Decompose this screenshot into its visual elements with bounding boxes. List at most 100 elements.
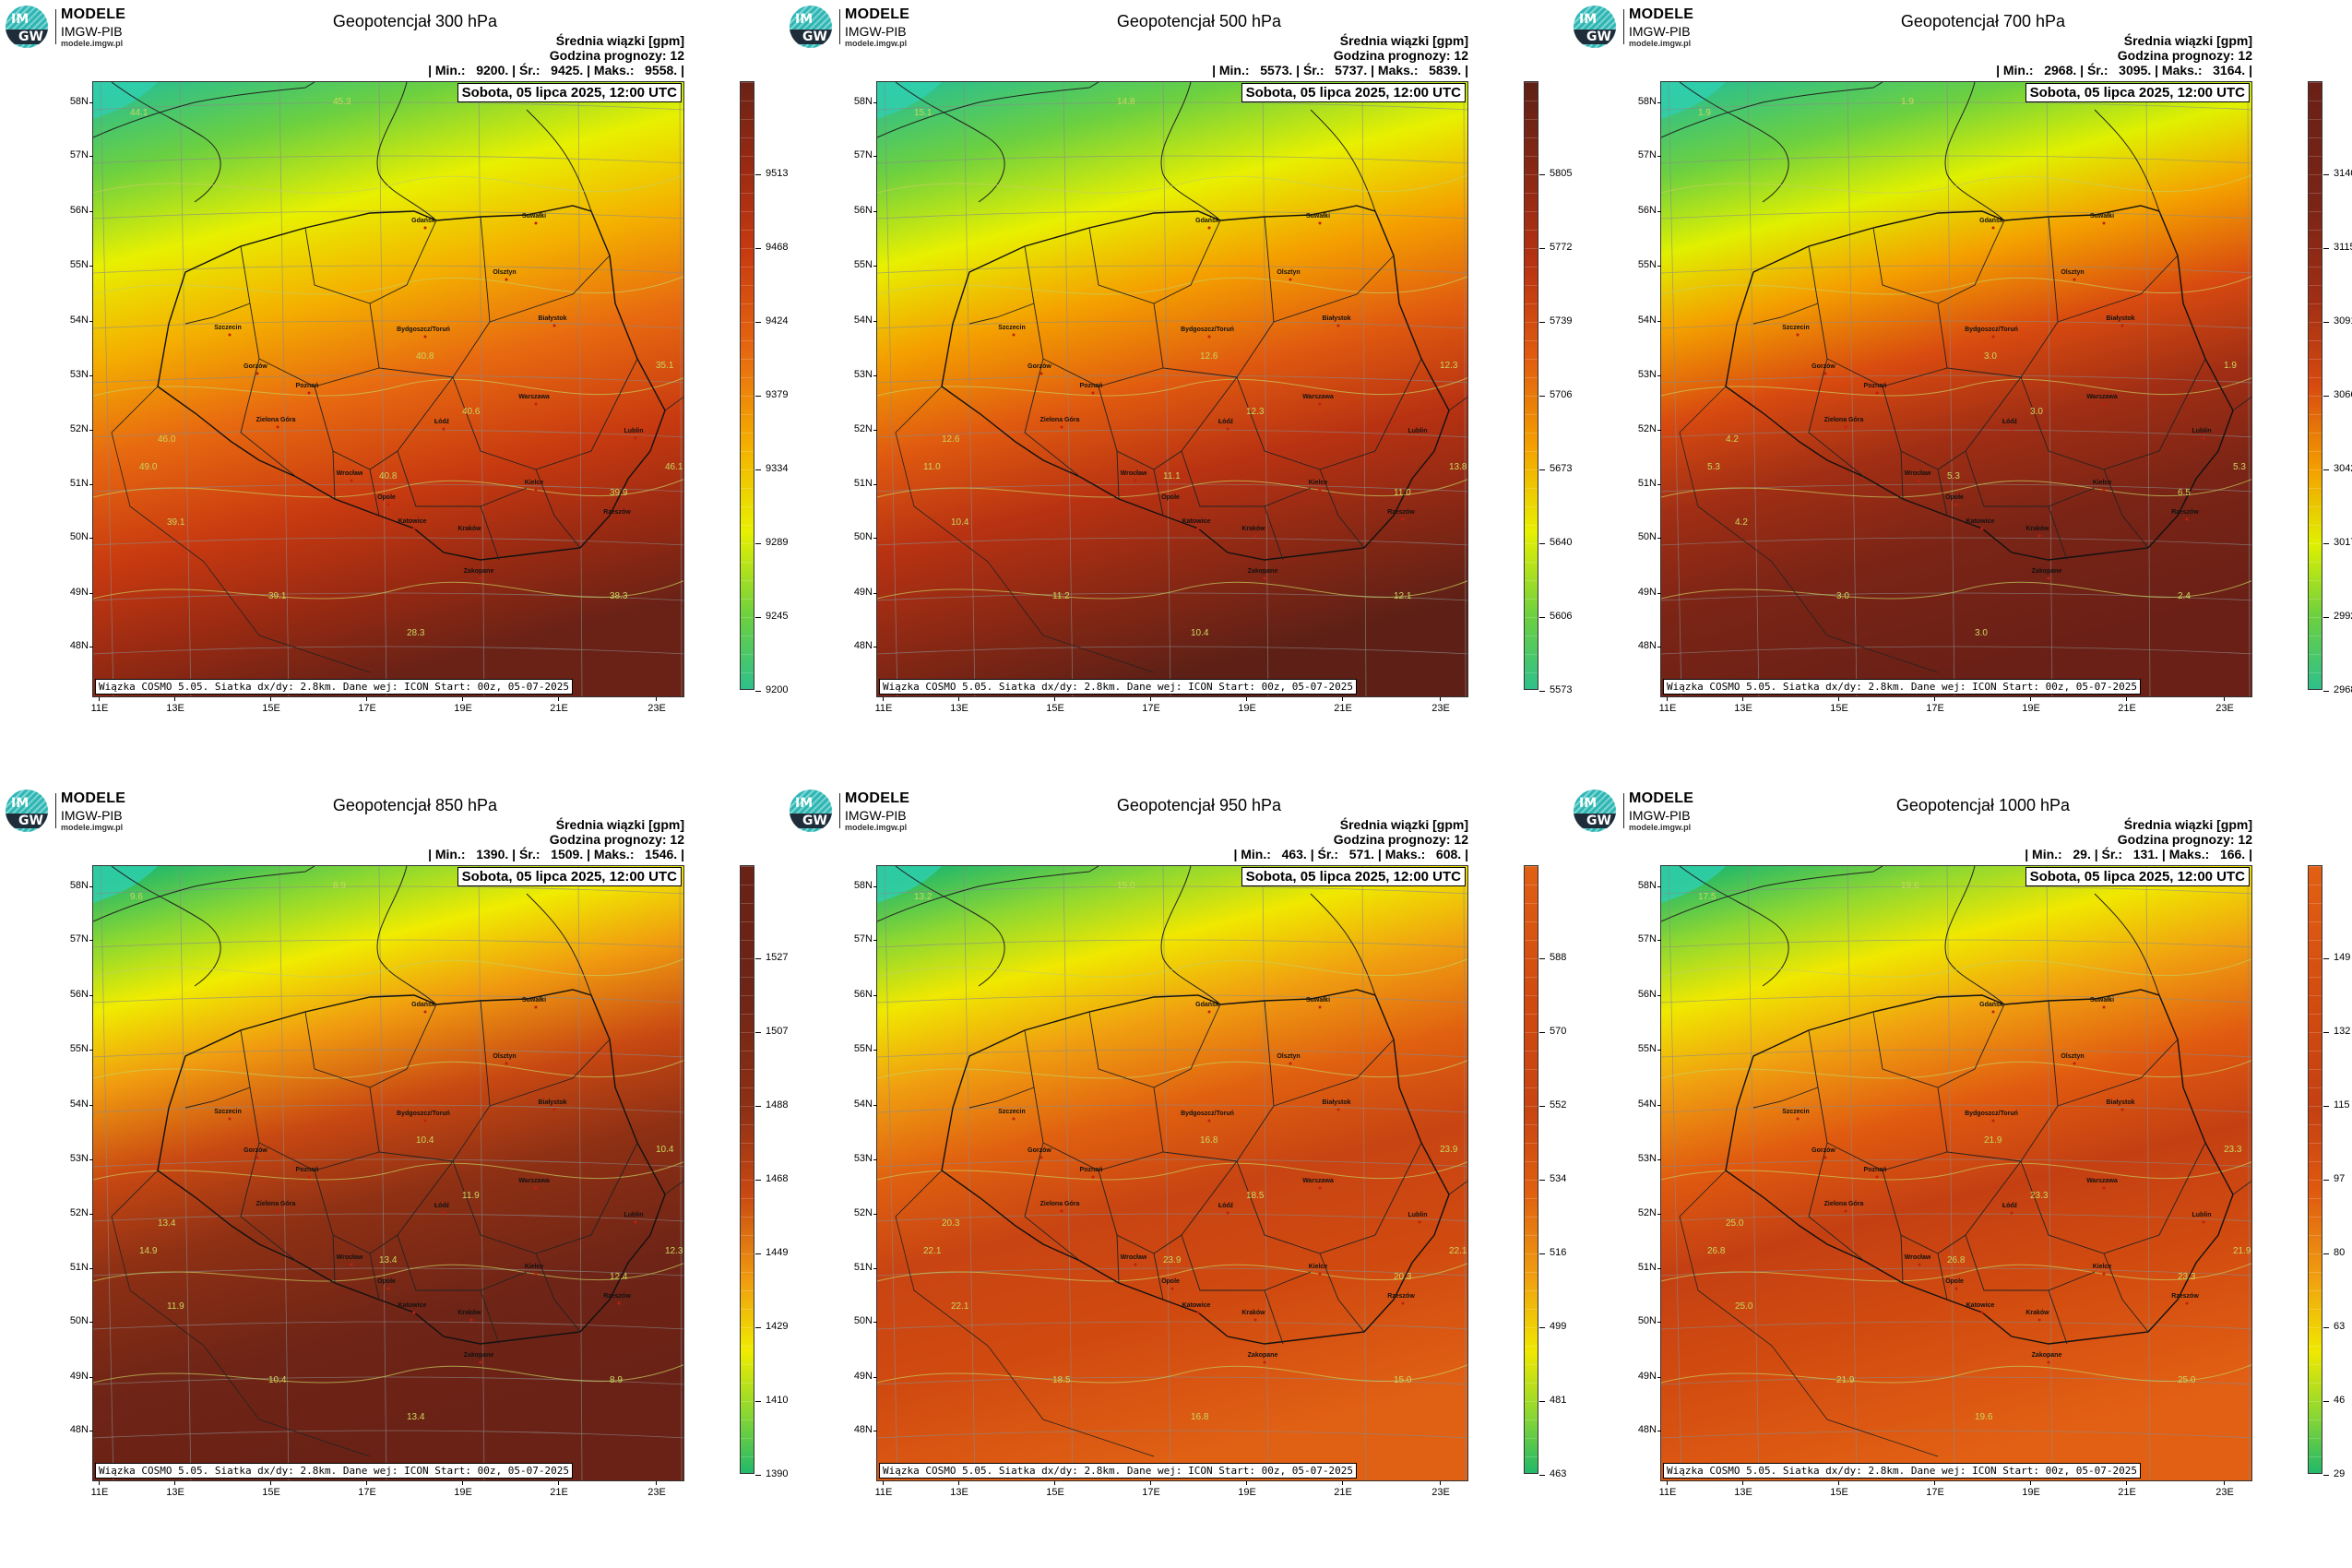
city-marker: [1318, 221, 1322, 225]
valid-time-label: Sobota, 05 lipca 2025, 12:00 UTC: [2025, 867, 2250, 886]
graticule-lon: [1361, 82, 1367, 696]
geopotential-map: Gdańsk Suwałki Olsztyn Szczecin Białystok Byd…: [876, 865, 1468, 1481]
graticule-lat: [877, 646, 1467, 655]
country-border: [895, 386, 1155, 673]
coastline: [1679, 866, 1789, 987]
logo-title: MODELE: [1629, 6, 1694, 22]
voivodeship-border: [1116, 1234, 1120, 1284]
city-label: Poznań: [1864, 383, 1887, 389]
graticule-lon: [1262, 82, 1269, 696]
longitude-label: 13E: [1725, 697, 1762, 714]
city-label: Łódź: [2002, 419, 2018, 425]
city-marker: [2102, 1005, 2106, 1009]
voivodeship-border: [968, 245, 1035, 325]
city-label: Rzeszów: [1387, 509, 1415, 516]
latitude-label: 53N: [841, 1153, 877, 1164]
city-label: Wrocław: [1905, 470, 1931, 477]
city-label: Rzeszów: [603, 1293, 631, 1300]
voivodeship-border: [1965, 1234, 2096, 1291]
logo-separator: [839, 9, 840, 44]
isoline: [877, 958, 1467, 978]
city-label: Poznań: [296, 383, 319, 389]
city-marker: [2010, 427, 2013, 431]
voivodeship-border: [249, 1087, 380, 1171]
voivodeship-border: [480, 1289, 500, 1345]
voivodeship-border: [2103, 1253, 2149, 1333]
city-marker: [2073, 278, 2076, 281]
city-label: Zakopane: [1248, 1352, 1278, 1359]
coastline: [111, 82, 221, 203]
logo-mark-icon: IM GW: [790, 6, 832, 48]
city-marker: [1401, 517, 1405, 521]
logo-separator: [55, 793, 56, 828]
graticule-lon: [2046, 82, 2053, 696]
contour-label: 11.9: [167, 1301, 184, 1312]
latitude-label: 51N: [1625, 1262, 1661, 1273]
city-marker: [1991, 1010, 1995, 1014]
info-title: Średnia wiązki [gpm]: [1339, 33, 1468, 48]
info-title: Średnia wiązki [gpm]: [2123, 33, 2252, 48]
city-label: Warszawa: [1302, 1178, 1334, 1184]
city-label: Olsztyn: [493, 269, 516, 276]
contour-label: 15.0: [1394, 1375, 1412, 1385]
colorbar-tick-label: 3066: [2322, 389, 2352, 400]
city-label: Gorzów: [1812, 1147, 1835, 1154]
longitude-label: 11E: [865, 1481, 902, 1498]
graticule-lat: [1661, 1104, 2251, 1113]
graticule-lon: [100, 866, 114, 1480]
contour-label: 10.4: [416, 1135, 434, 1146]
city-marker: [276, 1209, 279, 1213]
graticule-lon: [884, 82, 898, 696]
longitude-label: 17E: [1133, 1481, 1170, 1498]
logo-url: modele.imgw.pl: [61, 823, 124, 832]
contour-label: 8.9: [610, 1375, 623, 1385]
city-marker: [469, 1318, 473, 1322]
latitude-label: 58N: [57, 96, 93, 107]
city-label: Łódź: [2002, 1203, 2018, 1209]
model-info-label: Wiązka COSMO 5.05. Siatka dx/dy: 2.8km. …: [95, 1463, 573, 1479]
city-marker: [2102, 488, 2106, 492]
country-border: [664, 1180, 683, 1195]
city-marker: [1207, 226, 1211, 230]
graticule-lon: [1847, 82, 1858, 696]
city-label: Kraków: [2025, 526, 2049, 532]
latitude-label: 49N: [841, 1371, 877, 1382]
logo-url: modele.imgw.pl: [1629, 39, 1692, 48]
graticule-lon: [1063, 82, 1074, 696]
graticule-lon: [1747, 866, 1760, 1480]
logo-title: MODELE: [1629, 790, 1694, 806]
contour-label: 35.1: [656, 361, 674, 371]
colorbar-tick-label: 97: [2322, 1173, 2346, 1184]
contour-label: 40.6: [462, 407, 481, 417]
city-label: Szczecin: [998, 325, 1026, 331]
city-label: Opole: [1945, 1278, 1964, 1285]
city-label: Poznań: [1864, 1167, 1887, 1173]
graticule-lat: [93, 374, 683, 384]
imgw-logo: IM GW MODELE IMGW-PIB modele.imgw.pl: [790, 790, 930, 834]
longitude-label: 11E: [1649, 1481, 1686, 1498]
city-marker: [276, 425, 279, 429]
city-label: Łódź: [1218, 419, 1234, 425]
latitude-label: 55N: [57, 259, 93, 270]
isoline: [93, 958, 683, 978]
longitude-label: 17E: [349, 697, 386, 714]
logo-mark-top: IM: [795, 12, 814, 27]
voivodeship-border: [249, 303, 380, 387]
graticule-lat: [877, 994, 1467, 1004]
longitude-label: 19E: [1229, 1481, 1265, 1498]
city-marker: [1012, 1117, 1016, 1121]
contour-label: 3.0: [1975, 628, 1988, 638]
isoline: [877, 276, 1467, 295]
contour-label: 12.1: [1394, 591, 1412, 601]
colorbar-tick-label: 2992: [2322, 611, 2352, 622]
voivodeship-border: [1181, 1234, 1312, 1291]
info-title: Średnia wiązki [gpm]: [2123, 817, 2252, 832]
coastline: [93, 82, 315, 138]
city-label: Zakopane: [2032, 568, 2062, 575]
city-label: Poznań: [296, 1167, 319, 1173]
city-label: Olsztyn: [1277, 269, 1300, 276]
city-label: Łódź: [434, 419, 450, 425]
voivodeship-border: [1024, 358, 1081, 478]
high-latitude-fill: [877, 82, 942, 119]
latitude-label: 57N: [841, 933, 877, 944]
